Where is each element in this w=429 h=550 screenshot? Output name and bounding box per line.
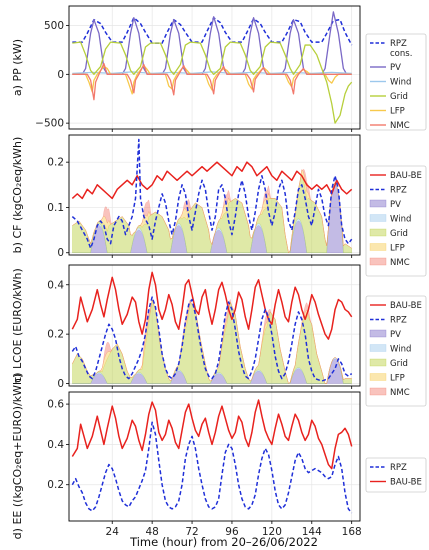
series-line-nmc	[72, 62, 352, 101]
plot-area	[69, 6, 360, 129]
legend-label: NMC	[390, 388, 410, 398]
plot-frame	[68, 5, 361, 130]
plot-frame	[68, 264, 361, 387]
legend-swatch-wind	[369, 214, 387, 222]
y-axis-label: a) PP (kW)	[11, 39, 24, 96]
legend-label: RPZ	[390, 316, 407, 326]
legend-swatch-grid	[369, 228, 387, 237]
legend-label: Grid	[390, 92, 408, 102]
legend: BAU-BE RPZ PV Wind Grid LFP NMC	[365, 295, 427, 407]
series-line-rpz	[71, 421, 353, 514]
y-tick-label: 0.4	[47, 279, 64, 291]
legend-label: RPZ	[390, 463, 407, 473]
legend-label: Grid	[390, 229, 408, 239]
series-line-rpz	[71, 138, 353, 249]
x-tick-label: 24	[106, 526, 120, 538]
y-tick-label: 0.4	[47, 439, 64, 451]
panel-lcoe: 0 0.2 0.4 c) LCOE (EURO/kWh) BAU-BE RPZ PV Wind…	[11, 264, 427, 407]
legend-label: LFP	[390, 244, 405, 254]
legend-label: Wind	[390, 78, 411, 88]
y-tick-label: 0.6	[47, 399, 64, 411]
x-tick-label: 48	[145, 526, 158, 538]
plot-area	[69, 392, 360, 521]
x-tick-label: 96	[225, 526, 239, 538]
legend-swatch-grid	[369, 358, 387, 367]
plot-frame	[68, 391, 361, 522]
legend-label: RPZ	[390, 186, 407, 196]
legend-swatch-lfp	[369, 243, 387, 251]
panel-ee: 0.2 0.4 0.6 24 48 72 96 120 144 168 d) EE ((kgCO₂e…	[11, 374, 427, 540]
legend-label: PV	[390, 330, 401, 340]
legend-label: BAU-BE	[390, 478, 422, 488]
x-axis-label: Time (hour) from 20–26/06/2022	[129, 535, 318, 549]
legend-swatch-lfp	[369, 373, 387, 381]
y-tick-label: 0	[57, 378, 64, 390]
y-axis-label: d) EE ((kgCO₂eq+EURO)/kWh)	[11, 374, 24, 540]
legend-label: BAU-BE	[390, 171, 422, 181]
y-tick-label: 0.1	[47, 202, 64, 214]
legend-box	[365, 165, 427, 277]
legend: RPZ BAU-BE	[365, 457, 427, 493]
y-tick-label: 0.2	[47, 157, 64, 169]
legend-swatch-pv	[369, 199, 387, 208]
y-tick-label: 0	[57, 247, 64, 259]
series-line-bau	[71, 161, 353, 200]
series-line-bau	[71, 271, 353, 340]
x-tick-label: 144	[302, 526, 322, 538]
y-axis-label: c) LCOE (EURO/kWh)	[11, 268, 24, 383]
legend-label: LFP	[390, 107, 405, 117]
legend-swatch-nmc	[369, 257, 387, 266]
plot-frame	[68, 134, 361, 256]
area-nmc	[72, 168, 352, 254]
x-tick-label: 120	[262, 526, 282, 538]
legend-box	[365, 33, 427, 131]
series-line-grid	[72, 41, 353, 124]
legend-label: PV	[390, 63, 401, 73]
legend-swatch-nmc	[369, 387, 387, 396]
legend-swatch-wind	[369, 344, 387, 352]
y-tick-label: 500	[44, 20, 64, 32]
panel-cf: 0 0.1 0.2 b) CF (kgCO₂eq/kWh) BAU-BE RPZ PV Win…	[11, 134, 427, 277]
y-tick-label: 0	[57, 69, 64, 81]
y-tick-label: 0.2	[47, 479, 64, 491]
x-tick-label: 168	[342, 526, 362, 538]
legend-label: NMC	[390, 258, 410, 268]
legend-label: Wind	[390, 215, 411, 225]
legend-label: Grid	[390, 359, 408, 369]
x-tick-label: 72	[185, 526, 198, 538]
legend-label: RPZ	[390, 39, 407, 49]
series-line-bau	[71, 399, 353, 470]
legend-box	[365, 295, 427, 407]
legend-label: LFP	[390, 374, 405, 384]
legend-swatch-pv	[369, 329, 387, 338]
legend-label: PV	[390, 200, 401, 210]
y-tick-label: −500	[35, 118, 64, 130]
series-line-rpz	[71, 296, 353, 382]
legend-label: Wind	[390, 345, 411, 355]
y-axis-label: b) CF (kgCO₂eq/kWh)	[11, 137, 24, 254]
legend-label-continued: cons.	[390, 49, 412, 59]
legend-label: BAU-BE	[390, 301, 422, 311]
legend: BAU-BE RPZ PV Wind Grid LFP NMC	[365, 165, 427, 277]
y-tick-label: 0.2	[47, 329, 64, 341]
legend-label: NMC	[390, 121, 410, 131]
